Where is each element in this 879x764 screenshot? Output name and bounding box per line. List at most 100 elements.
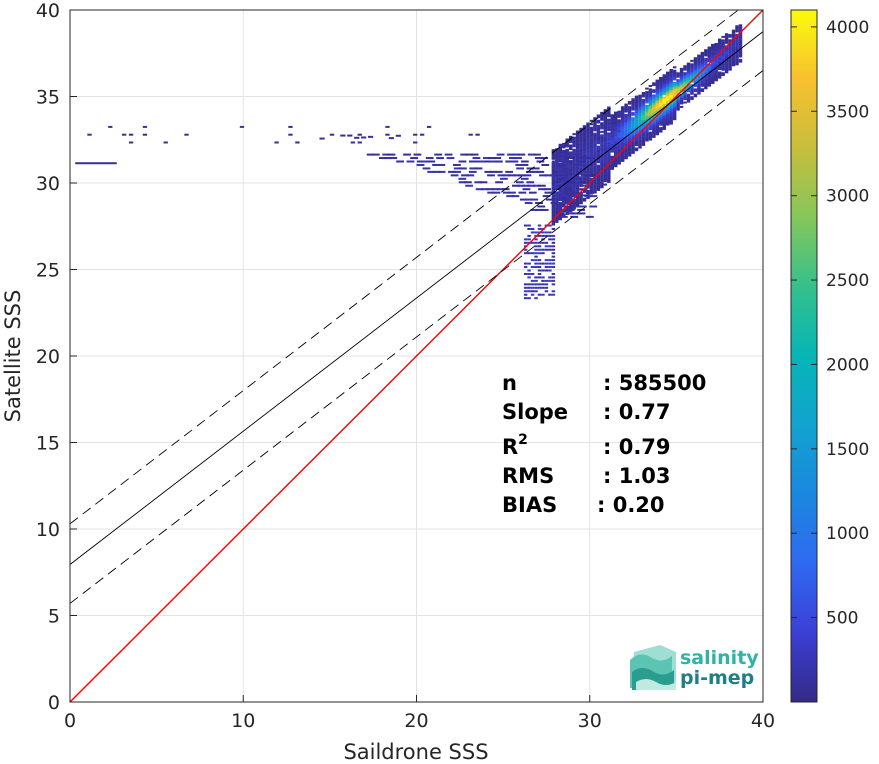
heatmap-cell [568, 165, 573, 168]
fit-lines [70, 10, 763, 702]
heatmap-cell [575, 144, 580, 147]
heatmap-cell [627, 144, 632, 147]
heatmap-cell [686, 72, 691, 75]
heatmap-cell [537, 259, 542, 262]
heatmap-cell [596, 150, 601, 153]
heatmap-cell [652, 135, 656, 138]
heatmap-cell [614, 121, 618, 124]
heatmap-cell [638, 98, 642, 101]
heatmap-cell [665, 82, 670, 85]
heatmap-cell [614, 139, 618, 142]
heatmap-cell [555, 168, 559, 171]
heatmap-cell [634, 104, 639, 107]
heatmap-cell [638, 125, 642, 128]
heatmap-cell [510, 160, 519, 163]
heatmap-cell [582, 152, 587, 155]
heatmap-cell [572, 166, 576, 169]
heatmap-cell [582, 182, 587, 185]
heatmap-cell [665, 85, 670, 88]
heatmap-cell [634, 102, 639, 105]
heatmap-cell [711, 57, 715, 60]
heatmap-cell [319, 137, 325, 140]
heatmap-cell [697, 70, 701, 73]
heatmap-cell [724, 50, 729, 53]
heatmap-cell [549, 174, 558, 177]
heatmap-cell [600, 184, 604, 187]
heatmap-cell [617, 153, 621, 156]
heatmap-cell [617, 146, 621, 149]
heatmap-cell [659, 90, 663, 93]
heatmap-cell [676, 99, 680, 102]
colorbar-tick-label: 3500 [826, 102, 869, 122]
heatmap-cell [568, 168, 573, 171]
heatmap-cell [486, 188, 494, 191]
heatmap-cell [572, 157, 576, 160]
line-regression-rms-band [70, 10, 739, 525]
heatmap-cell [679, 76, 684, 79]
heatmap-cell [638, 127, 642, 130]
heatmap-cell [711, 69, 715, 72]
heatmap-cell [693, 58, 698, 61]
heatmap-cell [579, 152, 583, 155]
heatmap-cell [387, 153, 396, 156]
heatmap-cell [565, 162, 569, 165]
heatmap-cell [714, 79, 718, 82]
heatmap-cell [683, 82, 687, 85]
heatmap-cell [686, 74, 691, 77]
heatmap-cell [652, 125, 656, 128]
heatmap-cell [502, 174, 511, 177]
heatmap-cell [163, 141, 168, 144]
heatmap-cell [652, 97, 656, 100]
heatmap-cell [627, 111, 632, 114]
heatmap-cell [683, 98, 687, 101]
heatmap-cell [655, 98, 660, 101]
heatmap-cell [648, 90, 653, 93]
heatmap-cell [544, 241, 549, 244]
heatmap-cell [655, 107, 660, 110]
heatmap-cell [410, 157, 418, 160]
heatmap-cell [714, 70, 718, 73]
heatmap-cell [624, 117, 628, 120]
heatmap-cell [731, 55, 736, 58]
heatmap-cell [617, 160, 621, 163]
heatmap-cell [645, 87, 649, 90]
heatmap-cell [607, 179, 611, 182]
heatmap-cell [540, 157, 548, 160]
heatmap-cell [728, 59, 732, 62]
heatmap-cell [676, 98, 680, 101]
heatmap-cell [575, 165, 580, 168]
heatmap-cell [714, 53, 718, 56]
heatmap-cell [607, 156, 611, 159]
heatmap-cell [425, 157, 434, 160]
heatmap-cell [600, 123, 604, 126]
heatmap-cell [620, 159, 625, 162]
heatmap-cell [707, 70, 712, 73]
heatmap-cell [634, 125, 639, 128]
heatmap-cell [738, 34, 743, 37]
logo-waves-icon [630, 645, 676, 690]
heatmap-cell [561, 202, 569, 205]
heatmap-cell [288, 133, 293, 136]
heatmap-cell [582, 161, 587, 164]
heatmap-cell [610, 167, 615, 170]
heatmap-cell [586, 134, 590, 137]
heatmap-cell [659, 97, 663, 100]
heatmap-cell [672, 102, 677, 105]
heatmap-cell [579, 165, 583, 168]
heatmap-cell [652, 134, 656, 137]
heatmap-cell [665, 95, 670, 98]
heatmap-cell [617, 127, 621, 130]
heatmap-cell [631, 136, 635, 139]
heatmap-cell [555, 202, 564, 205]
heatmap-cell [593, 169, 597, 172]
heatmap-cell [603, 121, 608, 124]
heatmap-cell [697, 77, 701, 80]
heatmap-cell [638, 120, 642, 123]
heatmap-cell [648, 98, 653, 101]
heatmap-cell [548, 276, 552, 279]
heatmap-cell [662, 112, 666, 115]
heatmap-cell [458, 177, 467, 180]
heatmap-cell [603, 117, 608, 120]
heatmap-cell [573, 205, 582, 208]
heatmap-cell [576, 157, 585, 160]
